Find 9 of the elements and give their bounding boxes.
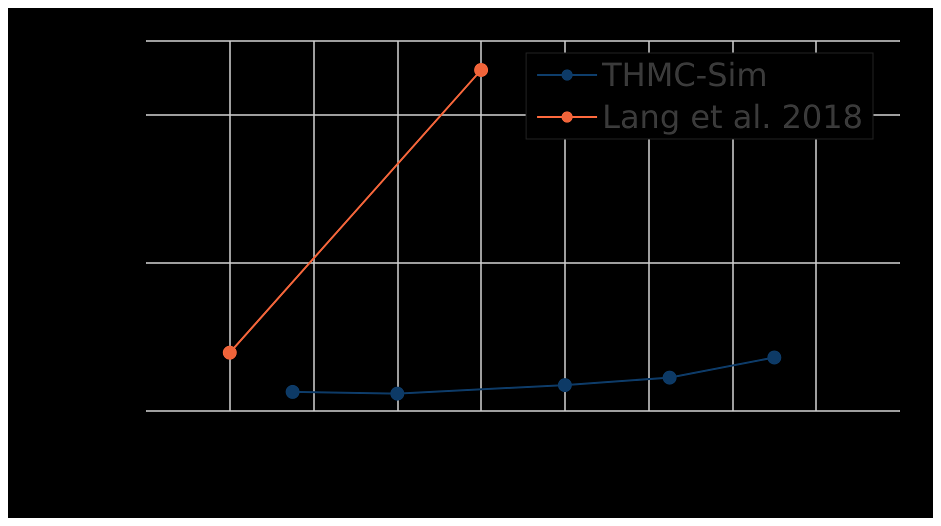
point bbox=[474, 62, 488, 77]
point bbox=[390, 386, 404, 401]
point bbox=[767, 350, 782, 364]
legend-label: Lang et al. 2018 bbox=[602, 98, 863, 136]
point bbox=[662, 370, 677, 385]
point bbox=[558, 378, 572, 392]
point bbox=[286, 384, 300, 399]
legend-label: THMC-Sim bbox=[601, 56, 768, 94]
point bbox=[222, 346, 237, 360]
